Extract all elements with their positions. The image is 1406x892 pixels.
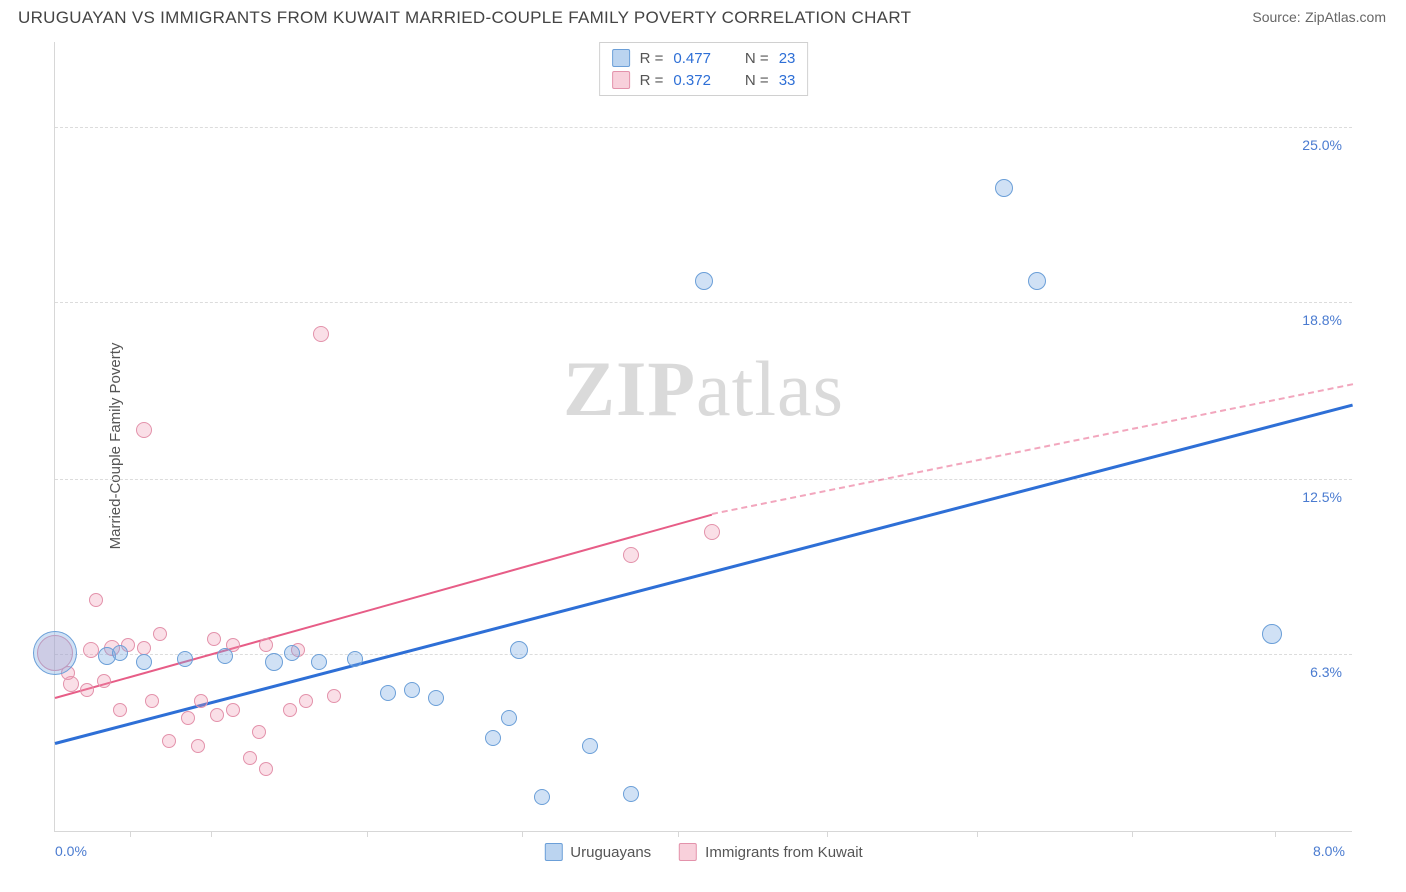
chart-title: URUGUAYAN VS IMMIGRANTS FROM KUWAIT MARR… (18, 8, 911, 28)
data-point (259, 638, 273, 652)
watermark: ZIPatlas (563, 344, 844, 434)
data-point (380, 685, 396, 701)
swatch-blue-icon (544, 843, 562, 861)
legend-label: Uruguayans (570, 844, 651, 861)
n-label: N = (745, 72, 769, 89)
data-point (177, 651, 193, 667)
data-point (80, 683, 94, 697)
x-tick (367, 831, 368, 837)
data-point (97, 674, 111, 688)
source-label: Source: (1252, 9, 1300, 25)
x-tick-label: 8.0% (1313, 843, 1345, 859)
r-label: R = (640, 72, 664, 89)
data-point (112, 645, 128, 661)
gridline (55, 654, 1352, 655)
y-tick-label: 6.3% (1310, 664, 1342, 680)
legend-item-pink: Immigrants from Kuwait (679, 843, 863, 861)
x-tick (522, 831, 523, 837)
data-point (582, 738, 598, 754)
data-point (243, 751, 257, 765)
r-value-blue: 0.477 (673, 50, 711, 67)
swatch-blue-icon (612, 49, 630, 67)
n-value-blue: 23 (779, 50, 796, 67)
data-point (259, 762, 273, 776)
data-point (327, 689, 341, 703)
data-point (623, 786, 639, 802)
data-point (299, 694, 313, 708)
data-point (217, 648, 233, 664)
gridline (55, 479, 1352, 480)
gridline (55, 127, 1352, 128)
data-point (265, 653, 283, 671)
legend-item-blue: Uruguayans (544, 843, 651, 861)
legend-row-pink: R = 0.372 N = 33 (612, 69, 796, 91)
x-tick (211, 831, 212, 837)
gridline (55, 302, 1352, 303)
data-point (501, 710, 517, 726)
data-point (485, 730, 501, 746)
data-point (311, 654, 327, 670)
data-point (136, 654, 152, 670)
data-point (137, 641, 151, 655)
data-point (181, 711, 195, 725)
legend-label: Immigrants from Kuwait (705, 844, 863, 861)
data-point (89, 593, 103, 607)
data-point (283, 703, 297, 717)
trend-line (712, 383, 1353, 515)
x-tick (130, 831, 131, 837)
swatch-pink-icon (612, 71, 630, 89)
y-tick-label: 18.8% (1302, 312, 1342, 328)
data-point (33, 631, 77, 675)
y-tick-label: 12.5% (1302, 489, 1342, 505)
r-value-pink: 0.372 (673, 72, 711, 89)
data-point (153, 627, 167, 641)
x-tick (827, 831, 828, 837)
r-label: R = (640, 50, 664, 67)
swatch-pink-icon (679, 843, 697, 861)
data-point (695, 272, 713, 290)
x-tick (977, 831, 978, 837)
x-tick-label: 0.0% (55, 843, 87, 859)
y-tick-label: 25.0% (1302, 137, 1342, 153)
source-name: ZipAtlas.com (1305, 9, 1386, 25)
data-point (510, 641, 528, 659)
x-tick (1275, 831, 1276, 837)
n-label: N = (745, 50, 769, 67)
data-point (284, 645, 300, 661)
data-point (428, 690, 444, 706)
data-point (207, 632, 221, 646)
trend-line (55, 403, 1354, 744)
x-tick (1132, 831, 1133, 837)
data-point (252, 725, 266, 739)
data-point (136, 422, 152, 438)
data-point (83, 642, 99, 658)
data-point (226, 703, 240, 717)
data-point (145, 694, 159, 708)
data-point (113, 703, 127, 717)
series-legend: Uruguayans Immigrants from Kuwait (544, 843, 862, 861)
data-point (210, 708, 224, 722)
source: Source: ZipAtlas.com (1252, 9, 1386, 27)
trend-line (55, 513, 713, 698)
data-point (995, 179, 1013, 197)
n-value-pink: 33 (779, 72, 796, 89)
data-point (162, 734, 176, 748)
data-point (194, 694, 208, 708)
data-point (313, 326, 329, 342)
data-point (347, 651, 363, 667)
correlation-legend: R = 0.477 N = 23 R = 0.372 N = 33 (599, 42, 809, 96)
data-point (704, 524, 720, 540)
data-point (1262, 624, 1282, 644)
scatter-chart: ZIPatlas R = 0.477 N = 23 R = 0.372 N = … (54, 42, 1352, 832)
x-tick (678, 831, 679, 837)
data-point (1028, 272, 1046, 290)
data-point (623, 547, 639, 563)
data-point (404, 682, 420, 698)
data-point (191, 739, 205, 753)
legend-row-blue: R = 0.477 N = 23 (612, 47, 796, 69)
data-point (534, 789, 550, 805)
